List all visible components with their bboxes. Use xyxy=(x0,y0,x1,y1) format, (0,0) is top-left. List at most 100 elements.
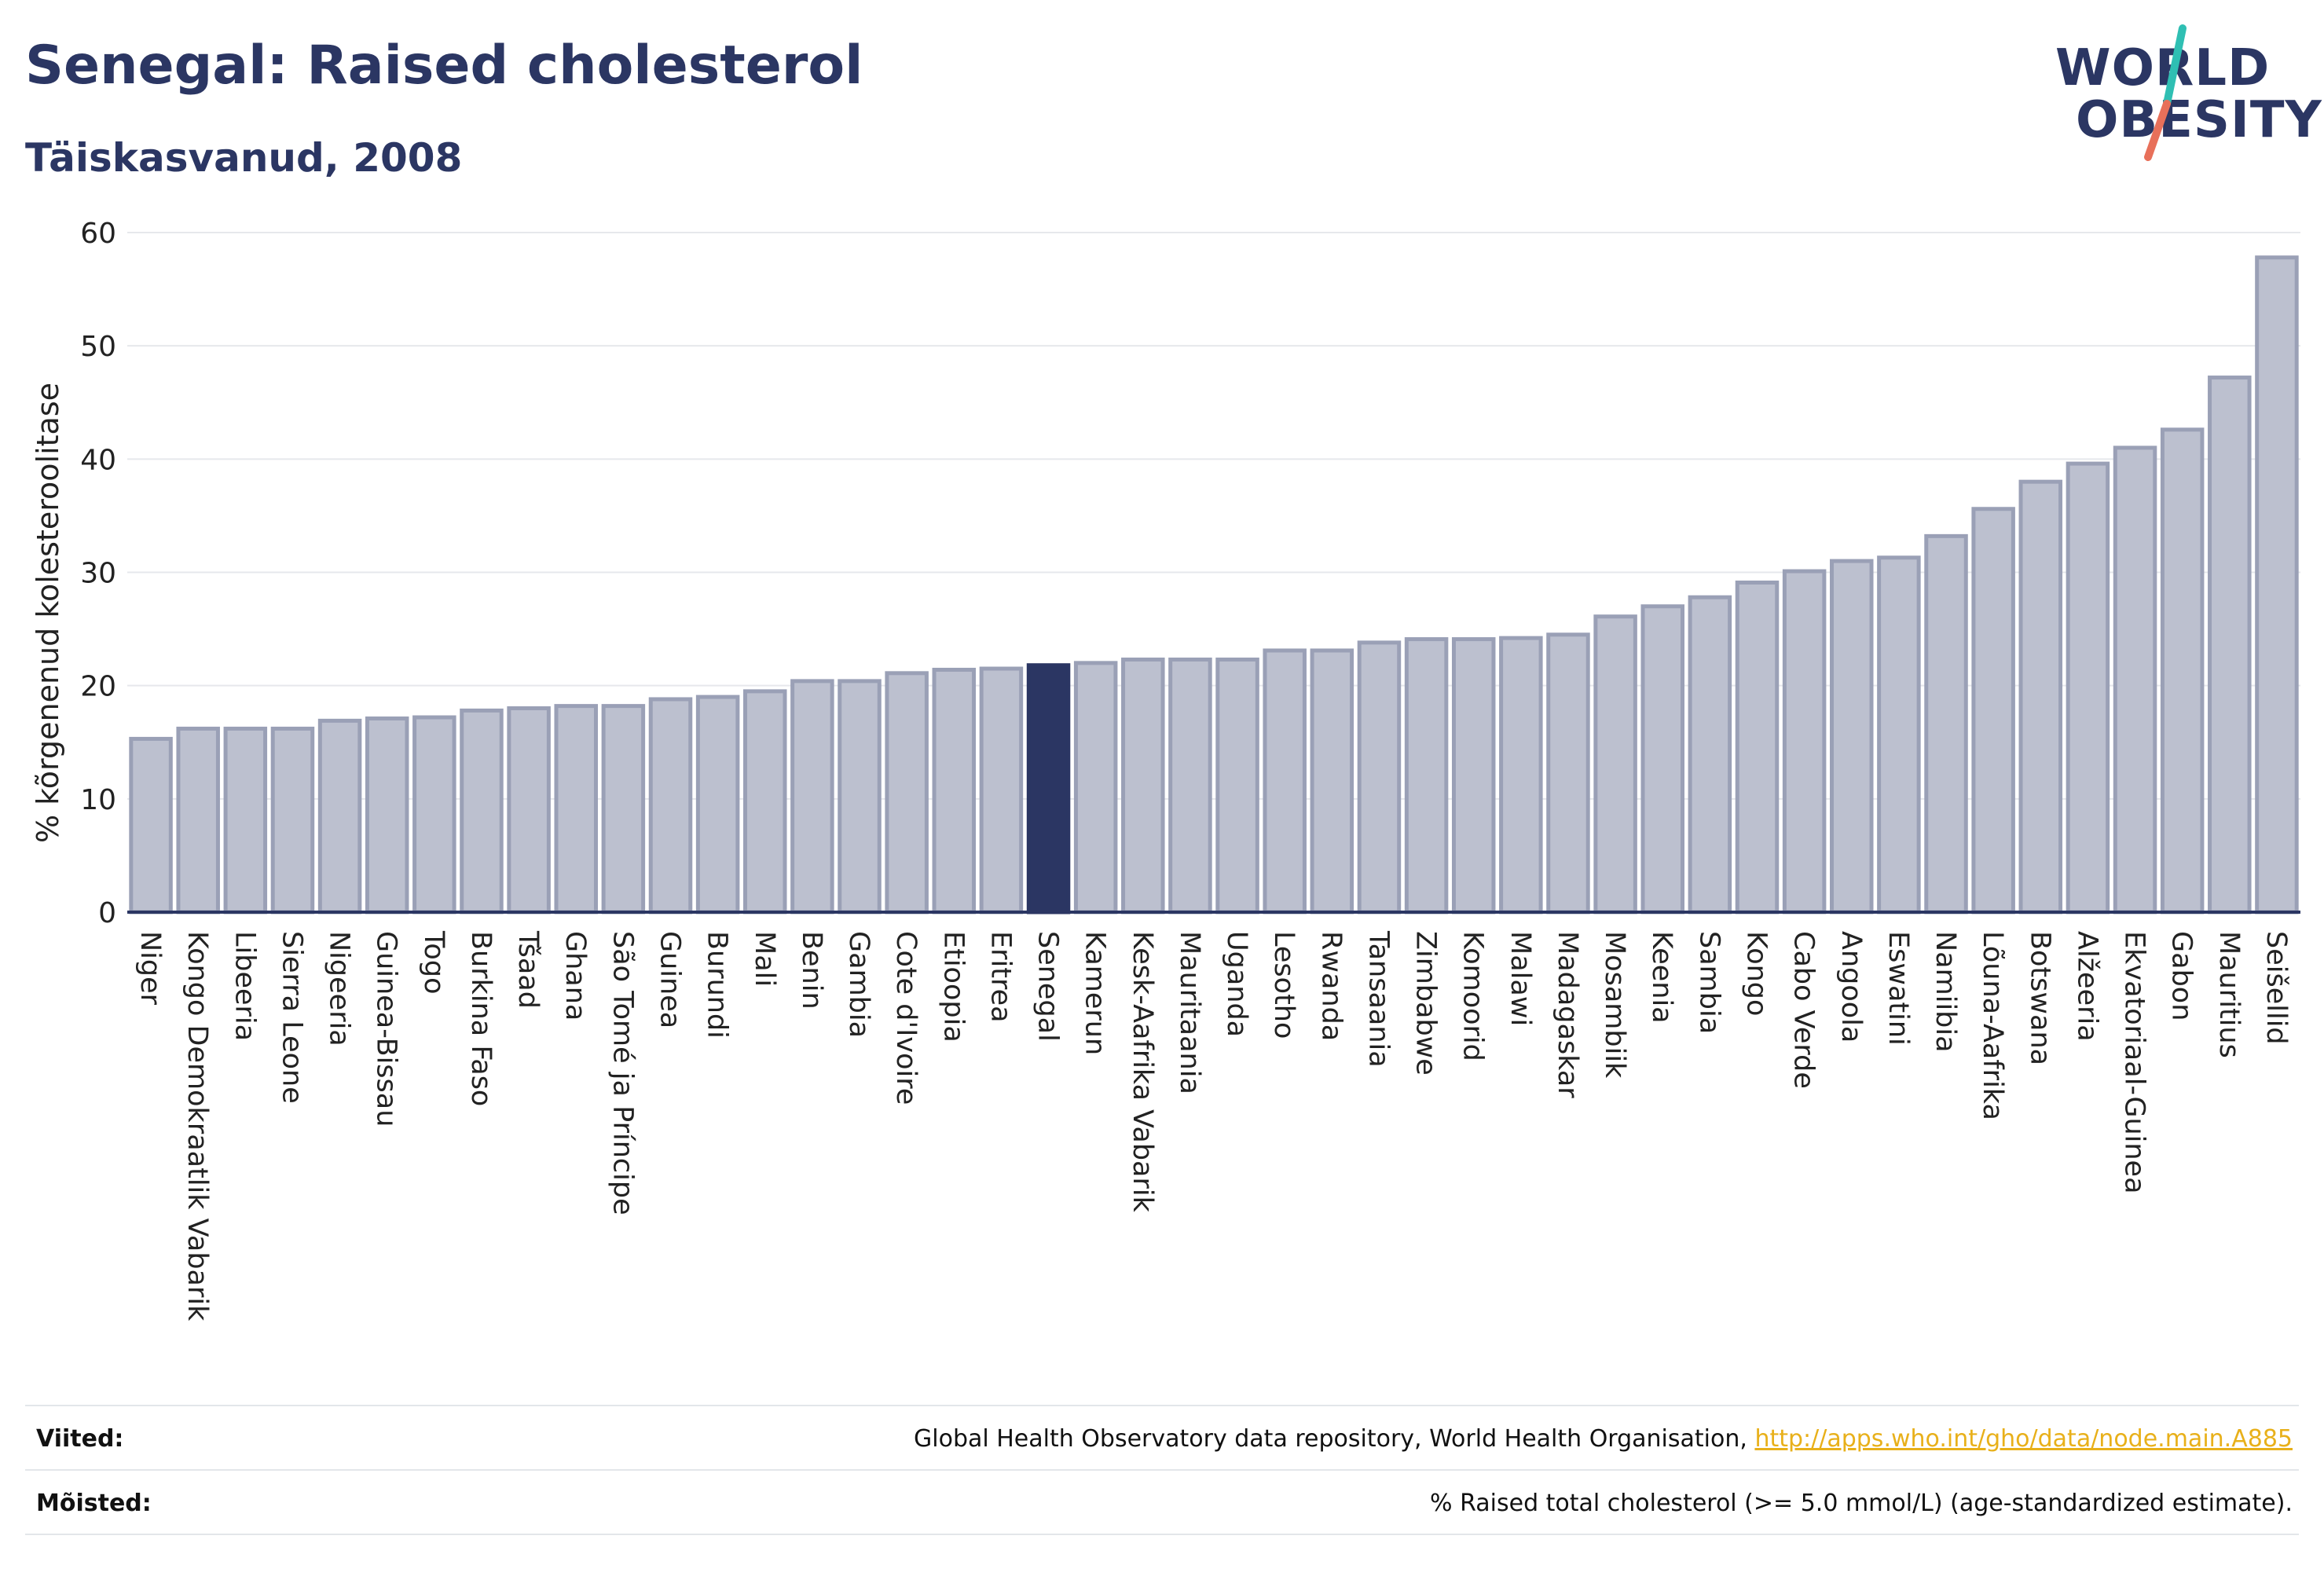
x-tick-label: Kongo Demokraatlik Vabarik xyxy=(181,931,213,1321)
x-tick-label: Tansaania xyxy=(1362,930,1394,1068)
x-tick-label: Nigeeria xyxy=(324,931,355,1046)
x-tick-label: Etioopia xyxy=(937,931,969,1043)
x-tick-label: Ghana xyxy=(559,931,591,1021)
bar-togo[interactable] xyxy=(412,715,456,914)
x-tick-label: Komoorid xyxy=(1457,931,1489,1061)
x-tick-label: Mosambiik xyxy=(1599,931,1630,1079)
bar-namiibia[interactable] xyxy=(1924,533,1968,914)
sources-link[interactable]: http://apps.who.int/gho/data/node.main.A… xyxy=(1754,1425,2293,1453)
bar-gambia[interactable] xyxy=(838,679,882,914)
bar-rwanda[interactable] xyxy=(1310,648,1354,914)
bar-komoorid[interactable] xyxy=(1451,637,1496,914)
y-axis-label: % kõrgenenud kolesteroolitase xyxy=(31,383,65,843)
y-axis: 0 10 20 30 40 50 60 xyxy=(80,218,116,929)
x-tick-label: Gambia xyxy=(843,931,874,1038)
x-tick-label: São Tomé ja Príncipe xyxy=(607,931,638,1215)
bar-kongo-demokraatlik-vabarik[interactable] xyxy=(176,726,220,914)
bar-kongo[interactable] xyxy=(1735,580,1780,914)
x-tick-label: Alžeeria xyxy=(2071,931,2102,1042)
bar-malawi[interactable] xyxy=(1499,636,1543,914)
x-tick-label: Mauritius xyxy=(2213,931,2245,1058)
bar-kesk-aafrika-vabarik[interactable] xyxy=(1121,658,1165,914)
bar-keenia[interactable] xyxy=(1640,604,1684,914)
x-tick-label: Niger xyxy=(134,931,166,1006)
bar-angoola[interactable] xyxy=(1830,559,1874,914)
bar-eswatini[interactable] xyxy=(1877,555,1921,914)
bar-al-eeria[interactable] xyxy=(2066,461,2110,914)
bar-cote-d-ivoire[interactable] xyxy=(885,671,929,914)
y-tick-label: 50 xyxy=(80,331,116,363)
x-tick-label: Uganda xyxy=(1221,931,1252,1037)
bar-uganda[interactable] xyxy=(1215,658,1259,914)
x-tick-label: Seišellid xyxy=(2260,931,2292,1045)
bar-gabon[interactable] xyxy=(2160,427,2205,914)
bar-l-una-aafrika[interactable] xyxy=(1971,507,2015,914)
x-tick-label: Botswana xyxy=(2024,931,2055,1065)
bar-benin[interactable] xyxy=(790,679,834,914)
x-tick-label: Cabo Verde xyxy=(1788,931,1820,1089)
x-tick-label: Togo xyxy=(418,930,449,994)
bar-madagaskar[interactable] xyxy=(1546,632,1590,914)
x-tick-label: Kamerun xyxy=(1080,931,1111,1055)
x-tick-label: Sierra Leone xyxy=(276,931,307,1104)
x-tick-label: Angoola xyxy=(1835,931,1867,1043)
bar-guinea-bissau[interactable] xyxy=(365,716,409,914)
x-tick-label: Tšaad xyxy=(512,930,544,1009)
y-tick-label: 40 xyxy=(80,444,116,476)
bar-sierra-leone[interactable] xyxy=(270,726,315,914)
bar-kamerun[interactable] xyxy=(1073,661,1118,914)
bar-mauritaania[interactable] xyxy=(1168,658,1212,914)
bar-t-aad[interactable] xyxy=(507,706,551,914)
y-tick-label: 10 xyxy=(80,784,116,816)
bar-zimbabwe[interactable] xyxy=(1404,637,1449,914)
x-tick-label: Eswatini xyxy=(1882,931,1914,1046)
bar-etioopia[interactable] xyxy=(932,667,977,914)
bar-burundi[interactable] xyxy=(695,695,740,914)
bar-sambia[interactable] xyxy=(1688,595,1732,914)
bar-chart: 0 10 20 30 40 50 60 % kõrgenenud kolesteroolit… xyxy=(31,218,2300,1321)
bar-tansaania[interactable] xyxy=(1357,640,1402,914)
bar-nigeeria[interactable] xyxy=(317,718,362,914)
bar-mali[interactable] xyxy=(743,689,787,914)
bar-guinea[interactable] xyxy=(648,697,693,914)
x-tick-label: Gabon xyxy=(2166,931,2198,1021)
bars xyxy=(129,255,2299,914)
y-tick-label: 20 xyxy=(80,671,116,703)
x-axis-labels: Niger Kongo Demokraatlik Vabarik Libeeria S… xyxy=(134,930,2292,1321)
logo-line-2: OBESITY xyxy=(2076,91,2322,149)
x-tick-label: Namiibia xyxy=(1930,931,1961,1053)
sources-description: Global Health Observatory data repositor… xyxy=(914,1425,1755,1453)
x-tick-label: Keenia xyxy=(1646,931,1677,1024)
bar-ghana[interactable] xyxy=(554,704,598,914)
bar-libeeria[interactable] xyxy=(223,726,268,914)
chart-title: Senegal: Raised cholesterol xyxy=(25,35,863,97)
x-tick-label: Guinea-Bissau xyxy=(371,931,402,1127)
footer-divider-middle xyxy=(25,1469,2299,1471)
bar-mosambiik[interactable] xyxy=(1593,614,1637,914)
x-tick-label: Kesk-Aafrika Vabarik xyxy=(1127,931,1158,1213)
x-tick-label: Senegal xyxy=(1032,931,1064,1042)
x-tick-label: Kongo xyxy=(1741,931,1772,1016)
bar-lesotho[interactable] xyxy=(1263,648,1307,914)
logo-slash-icon xyxy=(2144,24,2187,161)
chart-subtitle: Täiskasvanud, 2008 xyxy=(25,135,463,181)
bar-eritrea[interactable] xyxy=(979,666,1024,914)
x-tick-label: Cote d'Ivoire xyxy=(890,931,922,1105)
bar-burkina-faso[interactable] xyxy=(460,708,504,914)
bar-senegal[interactable] xyxy=(1026,663,1071,914)
bar-sei-ellid[interactable] xyxy=(2255,255,2299,914)
bar-cabo-verde[interactable] xyxy=(1782,569,1827,914)
x-tick-label: Burundi xyxy=(702,931,733,1039)
x-tick-label: Zimbabwe xyxy=(1410,931,1442,1076)
sources-label: Viited: xyxy=(36,1425,124,1453)
x-tick-label: Lõuna-Aafrika xyxy=(1977,931,2008,1120)
bar-niger[interactable] xyxy=(129,736,173,914)
x-tick-label: Rwanda xyxy=(1315,931,1347,1041)
bar-s-o-tom-ja-pr-ncipe[interactable] xyxy=(601,704,646,914)
y-tick-label: 30 xyxy=(80,558,116,590)
footer-divider-top xyxy=(25,1405,2299,1406)
bar-ekvatoriaal-guinea[interactable] xyxy=(2113,445,2157,914)
bar-mauritius[interactable] xyxy=(2208,376,2252,914)
bar-botswana[interactable] xyxy=(2018,479,2063,914)
x-tick-label: Eritrea xyxy=(984,931,1016,1023)
